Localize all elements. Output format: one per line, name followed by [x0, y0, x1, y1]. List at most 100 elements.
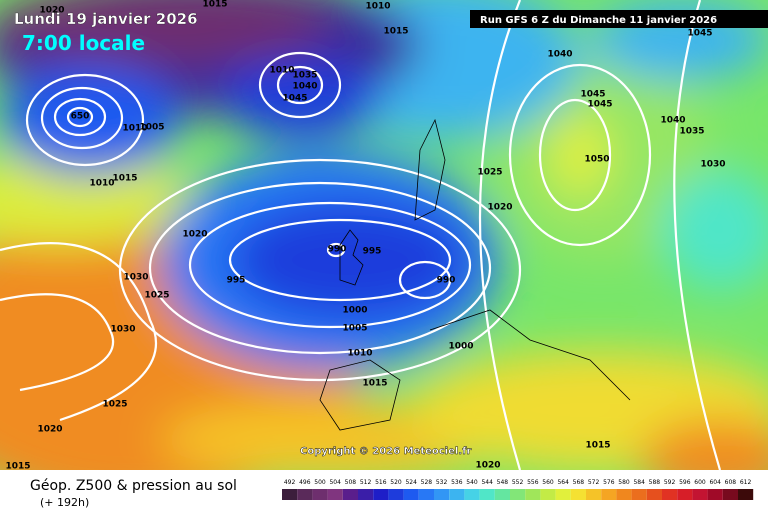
scale-cell	[449, 489, 465, 500]
isobar-label: 1010	[89, 179, 114, 189]
isobar-label: 1015	[5, 462, 30, 472]
copyright: Copyright © 2026 Meteociel.fr	[300, 446, 471, 457]
isobar-label: 1045	[282, 94, 307, 104]
scale-label: 592	[664, 479, 676, 486]
isobar-label: 1005	[342, 324, 367, 334]
scale-label: 500	[314, 479, 326, 486]
isobar-label: 1010	[269, 66, 294, 76]
scale-label: 600	[694, 479, 706, 486]
scale-cell	[358, 489, 374, 500]
isobar-label: 1040	[292, 82, 317, 92]
scale-label: 580	[618, 479, 630, 486]
scale-cell	[525, 489, 541, 500]
scale-cell	[388, 489, 404, 500]
scale-cell	[692, 489, 708, 500]
isobar-label: 1025	[144, 291, 169, 301]
scale-cell	[662, 489, 678, 500]
scale-cell	[540, 489, 556, 500]
scale-cell	[677, 489, 693, 500]
time: 7:00 locale	[22, 31, 145, 55]
scale-cell	[342, 489, 358, 500]
scale-label: 604	[709, 479, 721, 486]
scale-cell	[494, 489, 510, 500]
scale-label: 612	[740, 479, 752, 486]
isobar-label: 1000	[448, 342, 473, 352]
isobar-label: 1010	[347, 349, 372, 359]
scale-label: 608	[725, 479, 737, 486]
scale-cell	[738, 489, 754, 500]
scale-cell	[555, 489, 571, 500]
isobar-label: 1035	[679, 127, 704, 137]
scale-cell	[297, 489, 313, 500]
scale-label: 560	[542, 479, 554, 486]
isobars	[0, 0, 722, 470]
scale-label: 588	[649, 479, 661, 486]
isobar-label: 1010	[365, 2, 390, 12]
scale-cell	[403, 489, 419, 500]
isobar-label: 990	[328, 245, 347, 255]
scale-cell	[616, 489, 632, 500]
scale-label: 572	[588, 479, 600, 486]
scale-cell	[631, 489, 647, 500]
scale-cell	[586, 489, 602, 500]
scale-cell	[570, 489, 586, 500]
scale-label: 504	[329, 479, 341, 486]
isobar-label: 650	[71, 112, 90, 122]
isobar-label: 1020	[182, 230, 207, 240]
isobar-label: 1015	[362, 379, 387, 389]
isobar-label: 1030	[123, 273, 148, 283]
isobar-label: 1000	[342, 306, 367, 316]
isobar-label: 1035	[292, 71, 317, 81]
footer-title: Géop. Z500 & pression au sol	[30, 478, 237, 494]
scale-label: 516	[375, 479, 387, 486]
scale-label: 524	[405, 479, 417, 486]
scale-cell	[373, 489, 389, 500]
isobar-label: 1020	[475, 461, 500, 471]
scale-cell	[707, 489, 723, 500]
scale-cell	[646, 489, 662, 500]
scale-label: 492	[284, 479, 296, 486]
scale-label: 556	[527, 479, 539, 486]
scale-label: 548	[497, 479, 509, 486]
run-box	[470, 10, 768, 28]
scale-label: 508	[345, 479, 357, 486]
scale-label: 520	[390, 479, 402, 486]
scale-cell	[464, 489, 480, 500]
isobar-label: 1015	[383, 27, 408, 37]
isobar-label: 1005	[139, 123, 164, 133]
isobar-label: 1045	[687, 29, 712, 39]
scale-cell	[601, 489, 617, 500]
isobar-label: 1015	[585, 441, 610, 451]
isobar-label: 1045	[580, 90, 605, 100]
scale-cell	[282, 489, 298, 500]
isobar-label: 1040	[660, 116, 685, 126]
scale-cell	[434, 489, 450, 500]
scale-label: 564	[557, 479, 569, 486]
isobar-label: 995	[363, 247, 382, 257]
coastlines	[319, 118, 631, 431]
isobar-label: 1010	[122, 124, 147, 134]
scale-cell	[479, 489, 495, 500]
color-scale: 492 496 500 504 508 512 516 520 524 528 532 536 540 5…	[282, 479, 754, 500]
isobar-label: 1030	[700, 160, 725, 170]
date: Lundi 19 janvier 2026	[14, 10, 198, 28]
isobar-label: 1015	[202, 0, 227, 10]
scale-cell	[312, 489, 328, 500]
isobar-label: 995	[227, 276, 246, 286]
isobar-label: 1025	[477, 168, 502, 178]
scale-label: 596	[679, 479, 691, 486]
scale-cell	[722, 489, 738, 500]
scale-cell	[327, 489, 343, 500]
isobar-label: 1030	[110, 325, 135, 335]
scale-label: 532	[436, 479, 448, 486]
footer-lead: (+ 192h)	[40, 496, 89, 509]
scale-label: 576	[603, 479, 615, 486]
isobar-label: 990	[437, 276, 456, 286]
isobar-label: 1040	[547, 50, 572, 60]
isobar-label: 1020	[487, 203, 512, 213]
scale-label: 568	[573, 479, 585, 486]
isobar-label: 1025	[102, 400, 127, 410]
